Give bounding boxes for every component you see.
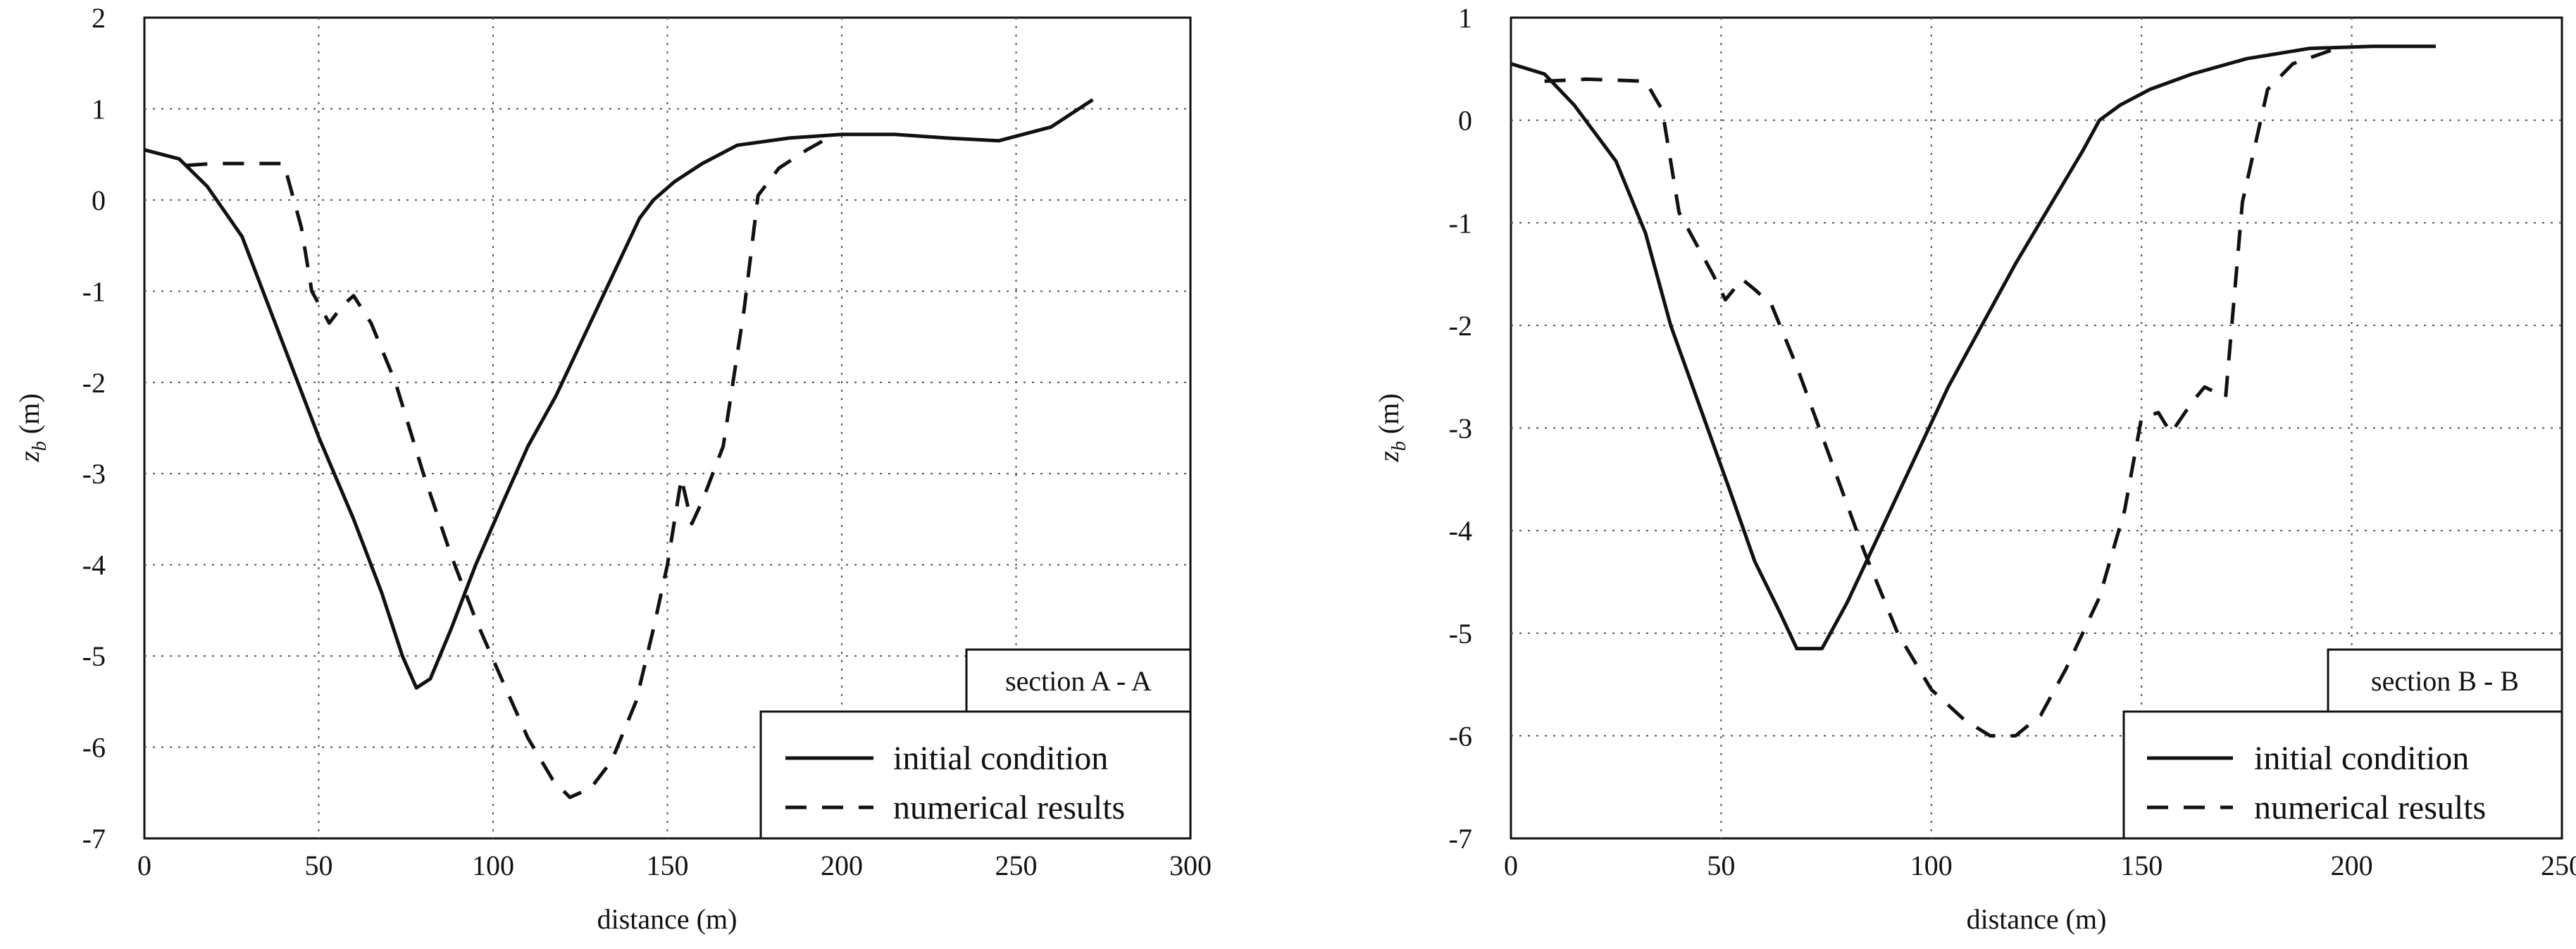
series-line-numerical-results xyxy=(186,135,833,800)
x-tick-label: 150 xyxy=(2120,850,2163,881)
series-line-initial-condition xyxy=(144,98,1094,690)
y-tick-label: -7 xyxy=(82,823,106,855)
x-tick-label: 250 xyxy=(2541,850,2576,881)
x-tick-label: 100 xyxy=(1910,850,1953,881)
x-axis-label: distance (m) xyxy=(1967,903,2107,935)
section-label: section B - B xyxy=(2371,665,2519,697)
y-tick-label: -4 xyxy=(82,550,106,581)
x-tick-label: 150 xyxy=(647,850,689,881)
x-tick-label: 0 xyxy=(137,850,151,881)
series-line-initial-condition xyxy=(1510,44,2436,651)
y-tick-label: -1 xyxy=(1449,207,1472,239)
x-tick-label: 0 xyxy=(1504,850,1518,881)
y-tick-label: 1 xyxy=(92,93,106,125)
y-tick-label: -7 xyxy=(1449,823,1472,855)
panel-section-b: 0 50 100 150 200 250 1 0 -1 -2 -3 -4 -5 -6 -7 distanc… xyxy=(1373,2,2576,935)
series-line-numerical-results xyxy=(1544,49,2332,738)
legend: initial condition numerical results xyxy=(759,710,1192,840)
x-tick-label: 50 xyxy=(1707,850,1735,881)
y-tick-label: -3 xyxy=(82,458,106,490)
y-tick-label: -1 xyxy=(82,275,106,307)
y-tick-label: 2 xyxy=(92,2,106,34)
panel-section-a: 0 50 100 150 200 250 300 2 1 0 -1 -2 -3 -4 -5 -6 -7 dis… xyxy=(13,2,1212,935)
legend: initial condition numerical results xyxy=(2122,710,2563,840)
section-label: section A - A xyxy=(1005,665,1152,697)
series-group xyxy=(144,98,1094,800)
x-tick-label: 50 xyxy=(305,850,333,881)
legend-label-initial: initial condition xyxy=(2254,740,2469,777)
legend-label-numerical: numerical results xyxy=(893,789,1125,826)
x-tick-label: 100 xyxy=(472,850,514,881)
y-tick-label: -3 xyxy=(1449,413,1472,445)
section-label-box xyxy=(2327,648,2563,713)
x-axis-label: distance (m) xyxy=(597,903,738,935)
x-tick-label: 200 xyxy=(2331,850,2373,881)
y-axis-label: zb (m) xyxy=(13,393,51,462)
y-tick-label: -2 xyxy=(82,367,106,399)
y-tick-label: -5 xyxy=(82,640,106,672)
legend-label-numerical: numerical results xyxy=(2254,789,2486,826)
x-tick-label: 250 xyxy=(995,850,1038,881)
legend-label-initial: initial condition xyxy=(893,740,1108,777)
y-tick-label: 1 xyxy=(1458,2,1472,34)
y-tick-label: 0 xyxy=(1458,105,1472,137)
y-tick-label: -4 xyxy=(1449,515,1472,547)
x-tick-label: 300 xyxy=(1169,850,1212,881)
series-group xyxy=(1510,44,2436,738)
y-tick-label: -6 xyxy=(82,732,106,764)
x-tick-label: 200 xyxy=(821,850,863,881)
section-label-box xyxy=(965,648,1192,713)
y-tick-label: -6 xyxy=(1449,720,1472,752)
y-tick-labels: 1 0 -1 -2 -3 -4 -5 -6 -7 xyxy=(1449,2,1472,855)
x-tick-labels: 0 50 100 150 200 250 300 xyxy=(137,850,1212,881)
grid-lines xyxy=(1511,18,2562,838)
y-tick-label: -5 xyxy=(1449,618,1472,650)
x-tick-labels: 0 50 100 150 200 250 xyxy=(1504,850,2576,881)
y-tick-labels: 2 1 0 -1 -2 -3 -4 -5 -6 -7 xyxy=(82,2,106,855)
y-tick-label: -2 xyxy=(1449,310,1472,342)
legend-box xyxy=(759,710,1192,840)
legend-box xyxy=(2122,710,2563,840)
y-axis-label: zb (m) xyxy=(1373,393,1410,462)
y-tick-label: 0 xyxy=(92,185,106,216)
